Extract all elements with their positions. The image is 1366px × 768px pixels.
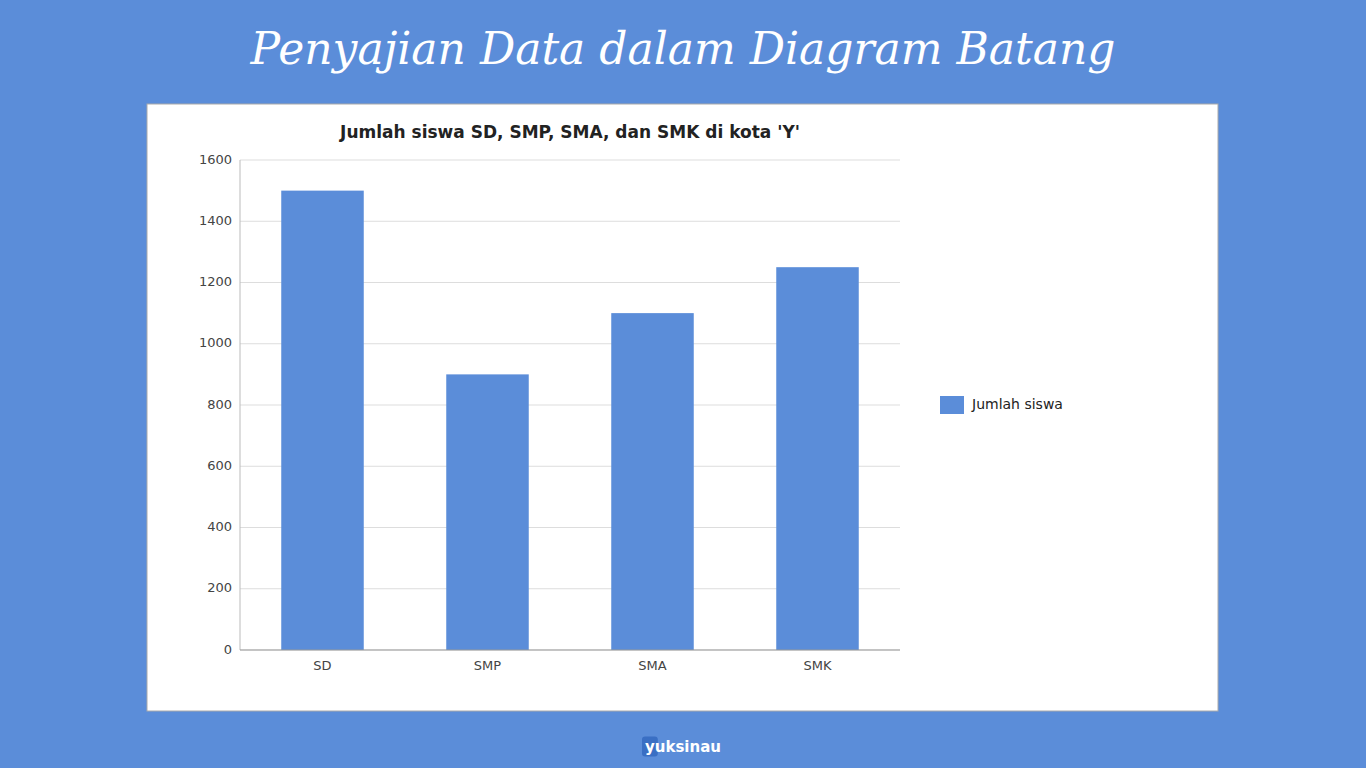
y-tick-label: 1000 <box>199 335 232 350</box>
footer: yuksinau <box>642 737 721 757</box>
bars <box>281 191 859 650</box>
x-tick-label: SD <box>313 658 331 673</box>
x-tick-label: SMP <box>474 658 501 673</box>
y-tick-label: 600 <box>207 458 232 473</box>
card <box>147 104 1218 711</box>
grid-line <box>240 160 900 161</box>
chart-canvas: Penyajian Data dalam Diagram Batang Jumla… <box>0 0 1366 768</box>
bar <box>281 191 364 650</box>
y-tick-label: 400 <box>207 519 232 534</box>
legend-swatch <box>940 396 964 414</box>
grid-line <box>240 650 900 651</box>
x-tick-label: SMA <box>638 658 666 673</box>
y-tick-label: 0 <box>224 642 232 657</box>
x-tick-label: SMK <box>804 658 832 673</box>
footer-text: yuksinau <box>645 738 721 756</box>
bar <box>776 267 859 650</box>
y-axis-line <box>240 160 241 650</box>
bar <box>611 313 694 650</box>
y-tick-label: 1600 <box>199 152 232 167</box>
y-tick-label: 200 <box>207 580 232 595</box>
x-axis-line <box>240 650 900 651</box>
y-tick-label: 800 <box>207 397 232 412</box>
y-tick-label: 1400 <box>199 213 232 228</box>
chart-title: Jumlah siswa SD, SMP, SMA, dan SMK di ko… <box>339 122 800 142</box>
page-title: Penyajian Data dalam Diagram Batang <box>250 23 1116 74</box>
page-background <box>0 0 1366 768</box>
y-tick-label: 1200 <box>199 274 232 289</box>
legend-label: Jumlah siswa <box>971 396 1063 412</box>
bar <box>446 374 529 650</box>
